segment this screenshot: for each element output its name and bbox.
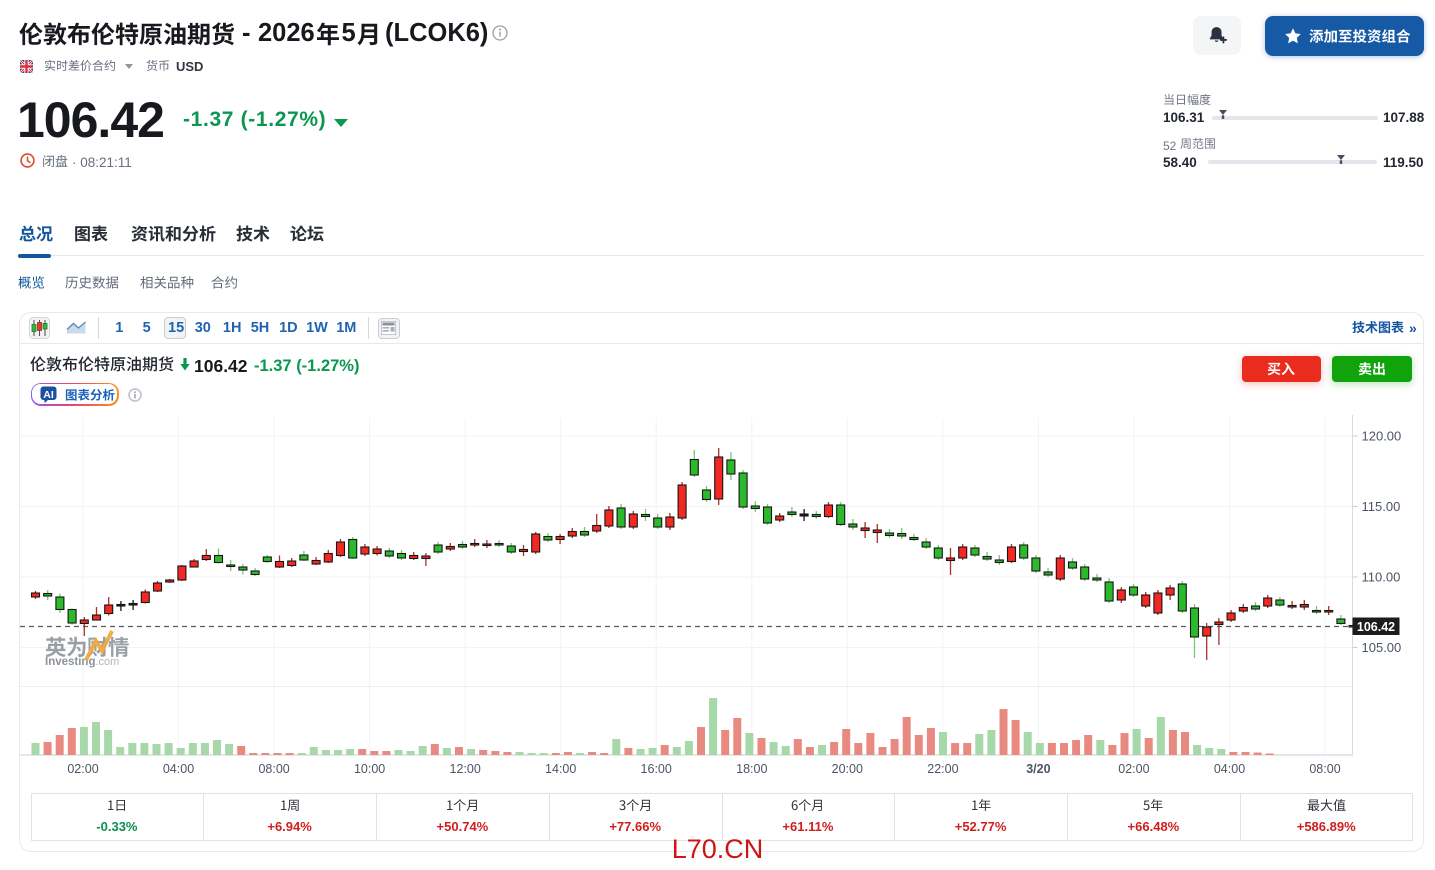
svg-text:110.00: 110.00 [1362, 570, 1401, 585]
svg-text:14:00: 14:00 [545, 762, 576, 776]
svg-text:02:00: 02:00 [67, 762, 98, 776]
svg-text:Investing.com: Investing.com [45, 656, 119, 668]
svg-text:115.00: 115.00 [1362, 499, 1401, 514]
svg-text:04:00: 04:00 [163, 762, 194, 776]
svg-text:02:00: 02:00 [1118, 762, 1149, 776]
svg-text:3/20: 3/20 [1026, 762, 1050, 776]
svg-text:120.00: 120.00 [1362, 429, 1402, 444]
svg-text:16:00: 16:00 [641, 762, 672, 776]
svg-text:04:00: 04:00 [1214, 762, 1245, 776]
svg-text:105.00: 105.00 [1362, 640, 1402, 655]
svg-text:18:00: 18:00 [736, 762, 767, 776]
svg-text:12:00: 12:00 [450, 762, 481, 776]
svg-text:106.42: 106.42 [1357, 620, 1395, 634]
svg-text:08:00: 08:00 [1309, 762, 1340, 776]
svg-text:10:00: 10:00 [354, 762, 385, 776]
svg-text:22:00: 22:00 [927, 762, 958, 776]
svg-text:08:00: 08:00 [258, 762, 289, 776]
svg-text:20:00: 20:00 [832, 762, 863, 776]
